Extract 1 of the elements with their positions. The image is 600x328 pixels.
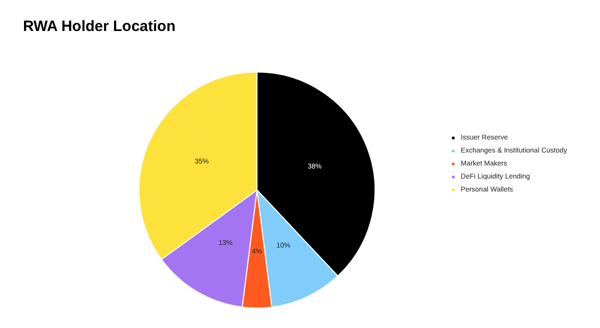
chart-title: RWA Holder Location	[23, 18, 176, 35]
